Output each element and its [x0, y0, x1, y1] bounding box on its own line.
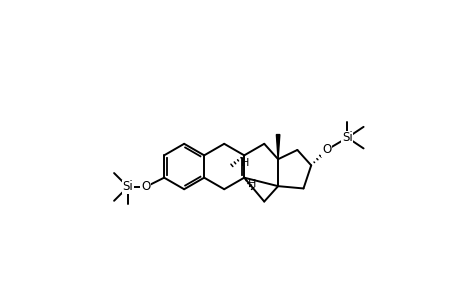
- Text: H: H: [240, 158, 249, 168]
- Text: Si: Si: [341, 131, 352, 144]
- Polygon shape: [276, 135, 279, 159]
- Text: Si: Si: [122, 180, 133, 194]
- Text: O: O: [321, 143, 330, 157]
- Text: H: H: [247, 179, 256, 189]
- Text: O: O: [141, 180, 150, 194]
